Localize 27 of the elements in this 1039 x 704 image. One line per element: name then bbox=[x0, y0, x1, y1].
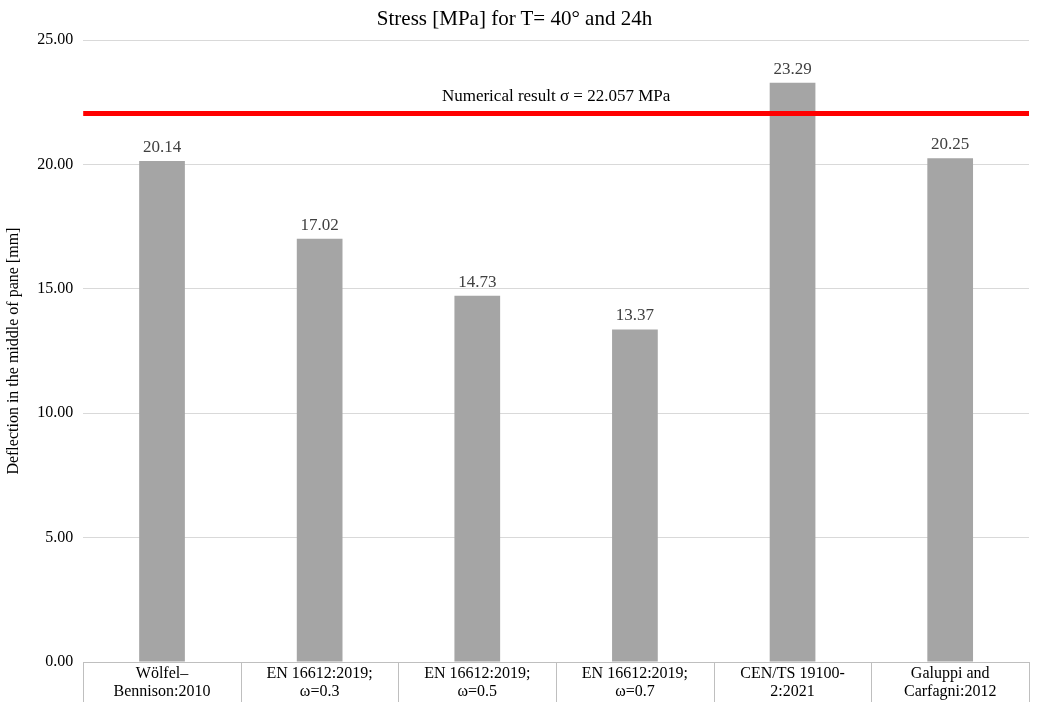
y-tick-label: 5.00 bbox=[45, 527, 74, 545]
bar bbox=[139, 161, 185, 662]
data-label: 20.25 bbox=[931, 134, 970, 154]
y-axis-title: Deflection in the middle of pane [mm] bbox=[3, 227, 22, 475]
bar bbox=[612, 329, 658, 662]
ref-line-label: Numerical result σ = 22.057 MPa bbox=[441, 86, 671, 106]
y-tick-label: 0.00 bbox=[45, 652, 74, 670]
data-label: 17.02 bbox=[300, 214, 339, 234]
bar bbox=[769, 82, 816, 662]
bar bbox=[454, 295, 501, 662]
bar bbox=[927, 158, 974, 662]
x-tick-label: Wölfel–Bennison:2010 bbox=[113, 664, 211, 700]
bar bbox=[296, 238, 343, 662]
y-tick-label: 15.00 bbox=[37, 279, 74, 297]
x-tick-label: CEN/TS 19100-2:2021 bbox=[740, 664, 845, 700]
x-tick-label: Galuppi and Carfagni:2012 bbox=[903, 664, 997, 701]
data-label: 20.14 bbox=[142, 137, 182, 157]
x-tick-label: EN 16612:2019; ω=0.7 bbox=[581, 664, 689, 700]
y-tick-label: 20.00 bbox=[37, 154, 74, 172]
x-tick-label: EN 16612:2019; ω=0.3 bbox=[266, 664, 373, 700]
x-tick-label: EN 16612:2019; ω=0.5 bbox=[424, 664, 531, 700]
y-tick-label: 25.00 bbox=[37, 30, 74, 48]
data-label: 23.29 bbox=[773, 58, 812, 78]
data-label: 14.73 bbox=[458, 271, 497, 291]
data-label: 13.37 bbox=[615, 305, 655, 325]
chart-title: Stress [MPa] for T= 40° and 24h bbox=[376, 6, 653, 31]
y-tick-label: 10.00 bbox=[37, 403, 74, 421]
